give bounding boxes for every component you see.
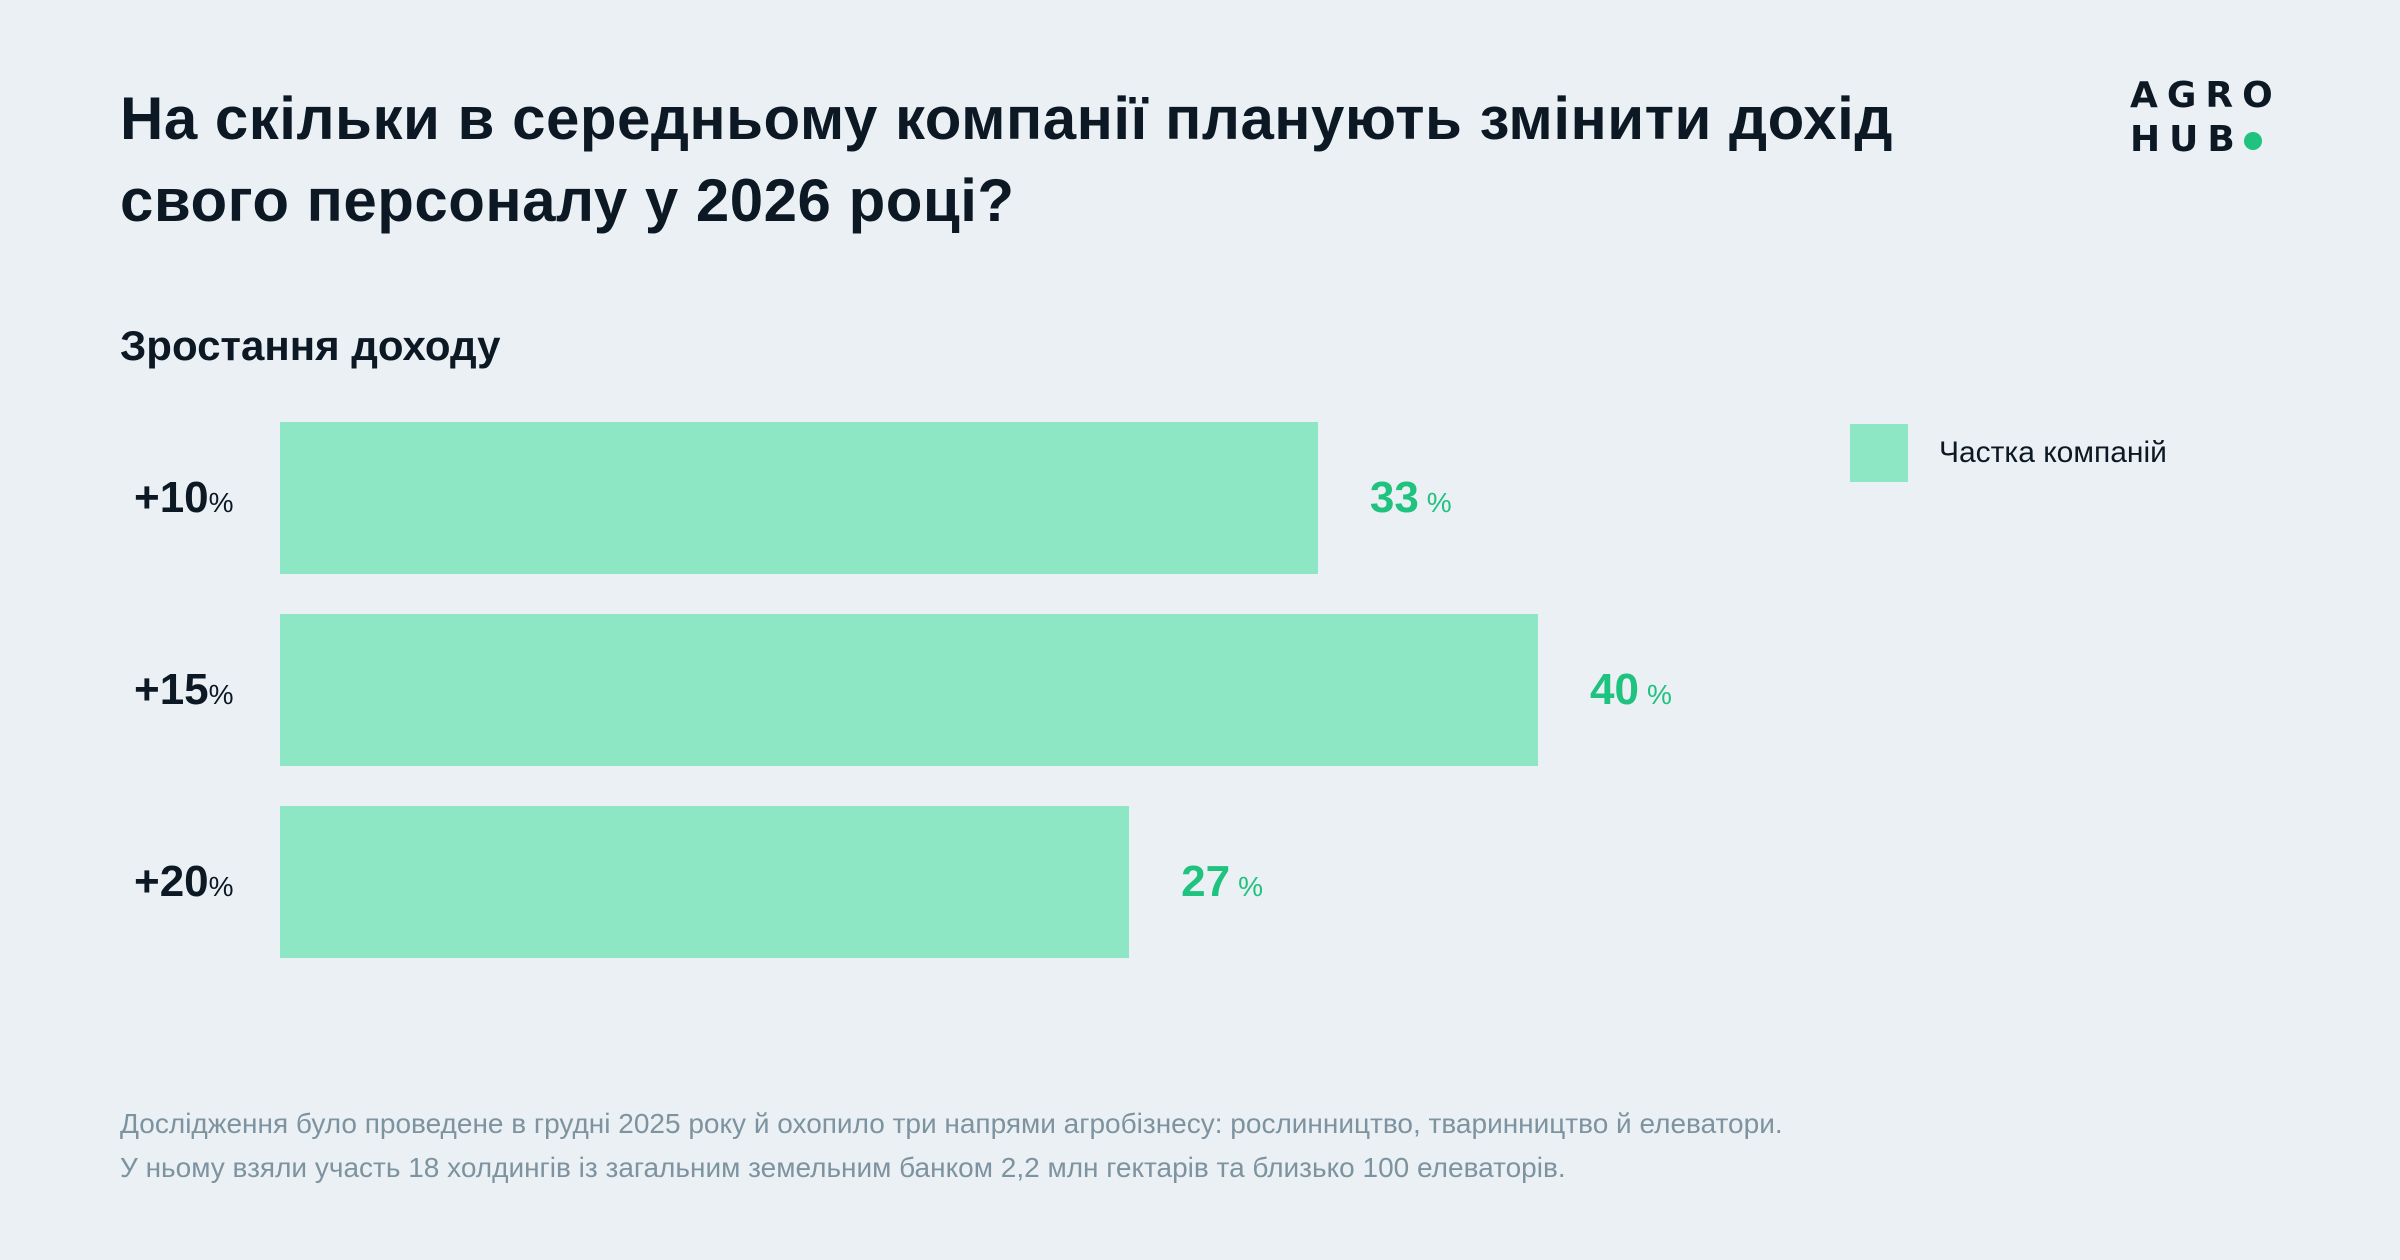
agrohub-logo: AGRO HUB [2130, 74, 2282, 162]
data-unit: % [1238, 871, 1263, 902]
logo-line2: HUB [2130, 119, 2244, 160]
category-label: +10% [134, 473, 234, 523]
data-unit: % [1426, 487, 1452, 518]
footnote-line-1: Дослідження було проведене в грудні 2025… [120, 1108, 1783, 1139]
bar [280, 422, 1318, 574]
logo-dot-icon [2243, 132, 2262, 150]
category-label: +15% [134, 665, 234, 715]
category-unit: % [208, 871, 234, 902]
data-value: 27 [1181, 857, 1231, 906]
logo-line1: AGRO [2130, 75, 2282, 116]
category-label: +20% [134, 857, 234, 907]
category-value: +10 [134, 473, 209, 522]
data-label: 27% [1181, 857, 1263, 907]
data-unit: % [1646, 679, 1672, 710]
bar [280, 806, 1130, 958]
bar [280, 614, 1538, 766]
legend-swatch [1850, 424, 1908, 482]
chart-title: На скільки в середньому компанії плануют… [120, 85, 1893, 234]
category-unit: % [208, 679, 234, 710]
legend-label: Частка компаній [1939, 436, 2167, 469]
category-value: +20 [134, 857, 209, 906]
chart-subtitle: Зростання доходу [120, 322, 501, 369]
footnote-line-2: У ньому взяли участь 18 холдингів із заг… [120, 1152, 1566, 1183]
category-value: +15 [134, 665, 209, 714]
footnote: Дослідження було проведене в грудні 2025… [120, 1102, 1783, 1190]
data-value: 40 [1590, 665, 1639, 714]
category-unit: % [208, 487, 234, 518]
data-label: 40% [1590, 665, 1672, 715]
data-value: 33 [1369, 473, 1419, 522]
data-label: 33% [1370, 473, 1452, 523]
